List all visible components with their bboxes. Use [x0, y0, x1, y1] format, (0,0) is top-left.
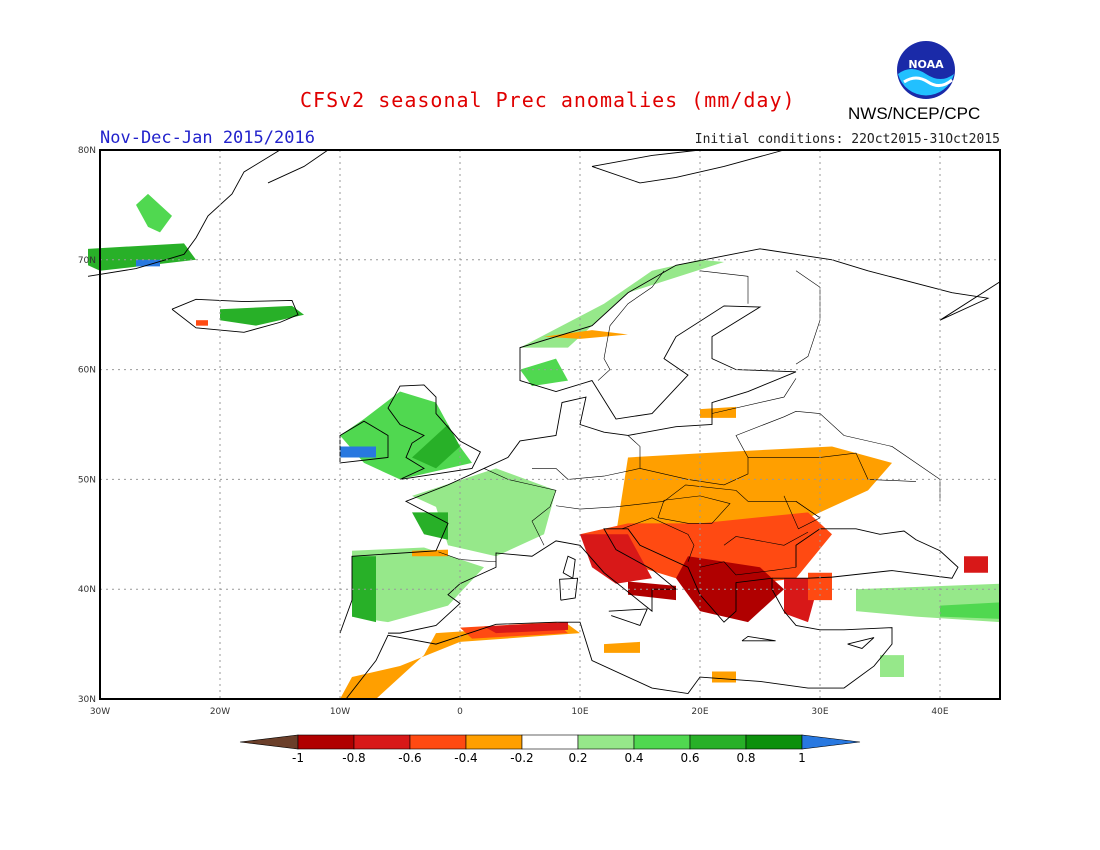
border — [699, 561, 797, 576]
coastline — [591, 149, 785, 184]
coastline — [339, 420, 389, 464]
legend-tick-label: -0.2 — [510, 751, 533, 765]
legend-swatch — [745, 734, 803, 750]
lon-label: 30W — [90, 707, 110, 717]
anomaly-cells — [88, 193, 1000, 699]
anomaly-region — [616, 446, 892, 546]
lat-label: 80N — [78, 146, 96, 156]
color-legend — [239, 734, 861, 750]
border — [532, 435, 641, 480]
anomaly-region — [580, 534, 652, 584]
coastline — [559, 577, 579, 601]
legend-swatch — [409, 734, 467, 750]
graticule — [100, 150, 1000, 699]
anomaly-region — [520, 358, 568, 387]
logo-text: NOAA — [908, 58, 944, 71]
legend-tick-label: 1 — [798, 751, 806, 765]
legend-tick-label: 0.2 — [568, 751, 587, 765]
border — [711, 378, 797, 414]
longitude-labels: 30W 20W 10W 0 10E 20E 30E 40E — [90, 707, 949, 717]
lat-label: 40N — [78, 585, 96, 595]
agency-label: NWS/NCEP/CPC — [848, 104, 981, 123]
border — [555, 484, 821, 519]
legend-swatch — [633, 734, 691, 750]
anomaly-region — [712, 671, 736, 683]
border — [795, 270, 821, 365]
lat-label: 50N — [78, 475, 96, 485]
border — [723, 531, 809, 546]
legend-tick-label: 0.4 — [624, 751, 643, 765]
lat-label: 70N — [78, 256, 96, 266]
legend-tick-label: 0.8 — [736, 751, 755, 765]
coastline — [772, 528, 959, 579]
coastline — [345, 528, 893, 700]
lon-label: 40E — [931, 707, 948, 717]
lat-label: 60N — [78, 366, 96, 376]
anomaly-region — [412, 512, 448, 540]
coastlines — [87, 149, 1001, 700]
anomaly-region — [808, 572, 832, 601]
anomaly-region — [340, 446, 376, 458]
legend-swatch — [689, 734, 747, 750]
period-label: Nov-Dec-Jan 2015/2016 — [100, 128, 315, 148]
anomaly-region — [196, 320, 208, 326]
coastline — [847, 637, 875, 649]
coastline — [339, 248, 1001, 634]
anomaly-region — [604, 641, 640, 653]
anomaly-region — [352, 547, 484, 623]
coastline — [87, 149, 281, 277]
legend-swatch — [353, 734, 411, 750]
legend-tick-label: 0.6 — [680, 751, 699, 765]
noaa-logo-icon: NOAA — [897, 41, 955, 99]
legend-tick-label: -1 — [292, 751, 304, 765]
border — [621, 517, 695, 562]
legend-arrow-low — [239, 734, 299, 750]
anomaly-region — [484, 622, 568, 634]
anomaly-region — [220, 305, 304, 326]
lat-label: 30N — [78, 695, 96, 705]
border — [699, 270, 749, 304]
lon-label: 20W — [210, 707, 230, 717]
lon-label: 10E — [571, 707, 588, 717]
latitude-labels: 80N 70N 60N 50N 40N 30N — [78, 146, 96, 705]
coastline — [562, 555, 576, 579]
lon-label: 0 — [457, 707, 463, 717]
anomaly-region — [940, 602, 1000, 619]
chart-title: CFSv2 seasonal Prec anomalies (mm/day) — [300, 88, 796, 112]
anomaly-region — [136, 193, 172, 233]
anomaly-region — [412, 549, 448, 557]
coastline — [171, 298, 299, 333]
legend-arrow-high — [801, 734, 861, 750]
initial-conditions-label: Initial conditions: 22Oct2015-31Oct2015 — [694, 132, 1000, 147]
lon-label: 20E — [691, 707, 708, 717]
legend-tick-labels: -1 -0.8 -0.6 -0.4 -0.2 0.2 0.4 0.6 0.8 1 — [292, 751, 806, 765]
anomaly-region — [412, 424, 460, 469]
coastline — [387, 384, 482, 480]
legend-swatch — [465, 734, 523, 750]
coastline — [608, 608, 648, 626]
legend-swatch — [577, 734, 635, 750]
border — [783, 495, 821, 530]
anomaly-region — [136, 259, 160, 267]
legend-tick-label: -0.6 — [398, 751, 421, 765]
anomaly-region — [520, 259, 724, 348]
border — [639, 411, 941, 502]
legend-tick-label: -0.8 — [342, 751, 365, 765]
anomaly-region — [544, 330, 628, 339]
legend-swatch — [297, 734, 355, 750]
coastline — [741, 635, 776, 642]
anomaly-region — [880, 655, 904, 678]
lon-label: 30E — [811, 707, 828, 717]
lon-label: 10W — [330, 707, 350, 717]
legend-swatch — [521, 734, 579, 750]
anomaly-region — [964, 556, 988, 573]
map-frame — [99, 149, 1001, 700]
legend-tick-label: -0.4 — [454, 751, 477, 765]
border — [657, 495, 731, 524]
anomaly-region — [580, 512, 832, 590]
coastline — [267, 149, 329, 184]
anomaly-region — [88, 243, 196, 271]
